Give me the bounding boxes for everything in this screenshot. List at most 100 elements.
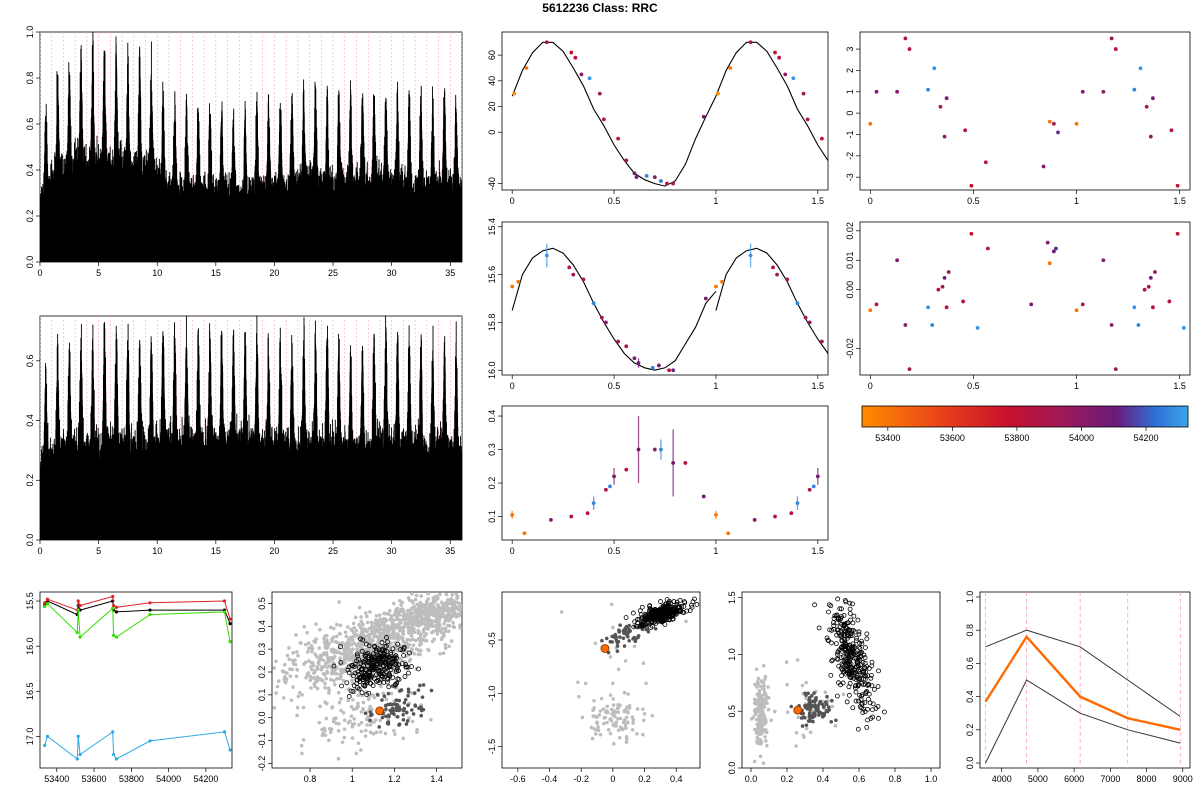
period_amplitude-field-point — [796, 715, 801, 720]
pc1_folded-point — [701, 114, 706, 119]
residual_g_folded-point — [1113, 367, 1118, 372]
pc1_folded-point — [777, 55, 781, 60]
residual_periodogram-ytick-label: 0.6 — [25, 355, 35, 368]
g_folded-point — [604, 320, 608, 325]
color_color-field-point — [374, 618, 378, 622]
color_logperiod-field-point — [602, 716, 607, 720]
color_color-rrab-point — [388, 650, 394, 655]
g_folded-point — [671, 368, 676, 373]
color_color-rrc-point — [401, 708, 406, 713]
color_color-field-point — [309, 664, 313, 669]
period_amplitude-rrab-point — [860, 660, 866, 665]
color_logperiod-field-point — [610, 602, 614, 607]
residual_pc1_folded-point — [1109, 36, 1114, 41]
color_color-field-point — [301, 737, 306, 742]
color_color-field-point — [324, 676, 329, 681]
raw_light_curve-point-u — [114, 757, 119, 761]
color_color-field-point — [367, 634, 371, 639]
period_amplitude-field-point — [761, 663, 766, 668]
period_amplitude-field-point — [763, 677, 767, 682]
period_amplitude-rrab-point — [859, 692, 865, 698]
period_amplitude-ytick-label: 1.5 — [727, 591, 737, 604]
color_color-field-point — [417, 605, 421, 610]
g_folded-point — [875, 368, 879, 372]
residual_g_folded-point — [961, 299, 966, 304]
color_color-field-point — [397, 622, 401, 626]
pc1_coefficients-xtick-label: 5000 — [1028, 774, 1048, 784]
pc1_coefficients-ytick-label: 1.0 — [965, 591, 975, 604]
gi_folded-xtick-label: 0.5 — [608, 546, 621, 556]
color_color-field-point — [349, 657, 353, 662]
color_logperiod-rrab-point — [647, 615, 652, 620]
color_logperiod-rrab-point — [663, 606, 669, 612]
period_amplitude-rrab-point — [846, 692, 852, 698]
colorbar-tick-label: 53800 — [1004, 433, 1029, 443]
color_logperiod-field-point — [589, 725, 594, 730]
color_color-field-point — [418, 652, 422, 657]
color_color-field-point — [327, 641, 331, 646]
gi_folded-xtick-label: 1.5 — [812, 546, 825, 556]
residual_pc1_folded-point — [969, 183, 974, 188]
period_amplitude-rrab-point — [850, 601, 855, 607]
color_logperiod-field-point — [592, 698, 596, 703]
pc1_folded-point — [524, 66, 529, 70]
pc1_folded-point — [728, 66, 733, 70]
color_color-field-point — [295, 650, 299, 654]
colorbar-bar — [861, 405, 1189, 428]
pc1_periodogram-xtick-label: 30 — [387, 268, 397, 278]
g_folded-point — [581, 277, 586, 282]
period_amplitude-field-point — [758, 754, 763, 759]
color_color-field-point — [357, 641, 362, 646]
color_color-rrc-point — [384, 707, 388, 712]
g_folded-point — [908, 297, 912, 301]
color_logperiod-xtick-label: 0.4 — [670, 774, 683, 784]
pc1_periodogram-xtick-label: 25 — [328, 268, 338, 278]
color_color-field-point — [351, 621, 356, 626]
color_color-field-point — [320, 727, 324, 732]
color_color-field-point — [336, 756, 341, 761]
pc1_folded-point — [819, 136, 824, 141]
period_amplitude-rrc-point — [810, 714, 815, 718]
gi_folded-point — [604, 487, 608, 492]
color_logperiod-rrc-point — [644, 627, 648, 632]
color_color-field-point — [402, 612, 406, 617]
color_color-rrc-point — [402, 700, 407, 705]
residual_g_folded-point — [1192, 247, 1196, 251]
color_color-field-point — [371, 638, 375, 643]
color_color-field-point — [400, 600, 404, 605]
residual_pc1_folded-point — [1175, 183, 1180, 188]
period_amplitude-xtick-label: 1.0 — [925, 774, 938, 784]
color_color-rrab-point — [382, 674, 388, 680]
color_color-rrab-point — [366, 660, 372, 666]
residual_pc1_folded-point — [907, 47, 912, 51]
period_amplitude-field-point — [755, 685, 759, 689]
color_color-rrab-point — [366, 643, 372, 649]
color_color-rrab-point — [348, 688, 354, 694]
color_logperiod-field-point — [641, 707, 645, 711]
pc1_folded-point — [579, 72, 584, 77]
raw_light_curve-point-u — [228, 748, 232, 752]
color_color-rrab-point — [346, 670, 352, 676]
color_color-ytick-label: -0.2 — [257, 756, 267, 772]
period_amplitude-field-point — [764, 698, 768, 702]
period_amplitude-rrab-point — [847, 611, 853, 616]
color_color-field-point — [413, 597, 418, 602]
g_folded-ytick-label: 16.0 — [487, 361, 497, 379]
color_logperiod-field-point — [641, 661, 646, 665]
color_color-rrab-point — [395, 641, 401, 647]
color_color-field-point — [447, 624, 452, 628]
color_logperiod-rrc-point — [636, 634, 641, 638]
color_color-field-point — [354, 633, 358, 637]
period_amplitude-rrab-point — [857, 676, 863, 681]
color_color-field-point — [323, 681, 327, 686]
color_color-field-point — [438, 609, 443, 614]
color_color-rrc-point — [404, 722, 409, 726]
pc1_periodogram-xtick-label: 0 — [37, 268, 42, 278]
color_logperiod-xtick-label: 0.2 — [638, 774, 651, 784]
pc1_folded-point — [869, 182, 873, 186]
pc1_coefficients-series-coefficients — [984, 634, 1181, 731]
color_color-field-point — [306, 650, 310, 654]
residual_g_folded-xtick-label: 1.5 — [1173, 381, 1186, 391]
raw_light_curve-point-u — [148, 739, 152, 743]
residual_periodogram-xtick-label: 25 — [328, 546, 338, 556]
